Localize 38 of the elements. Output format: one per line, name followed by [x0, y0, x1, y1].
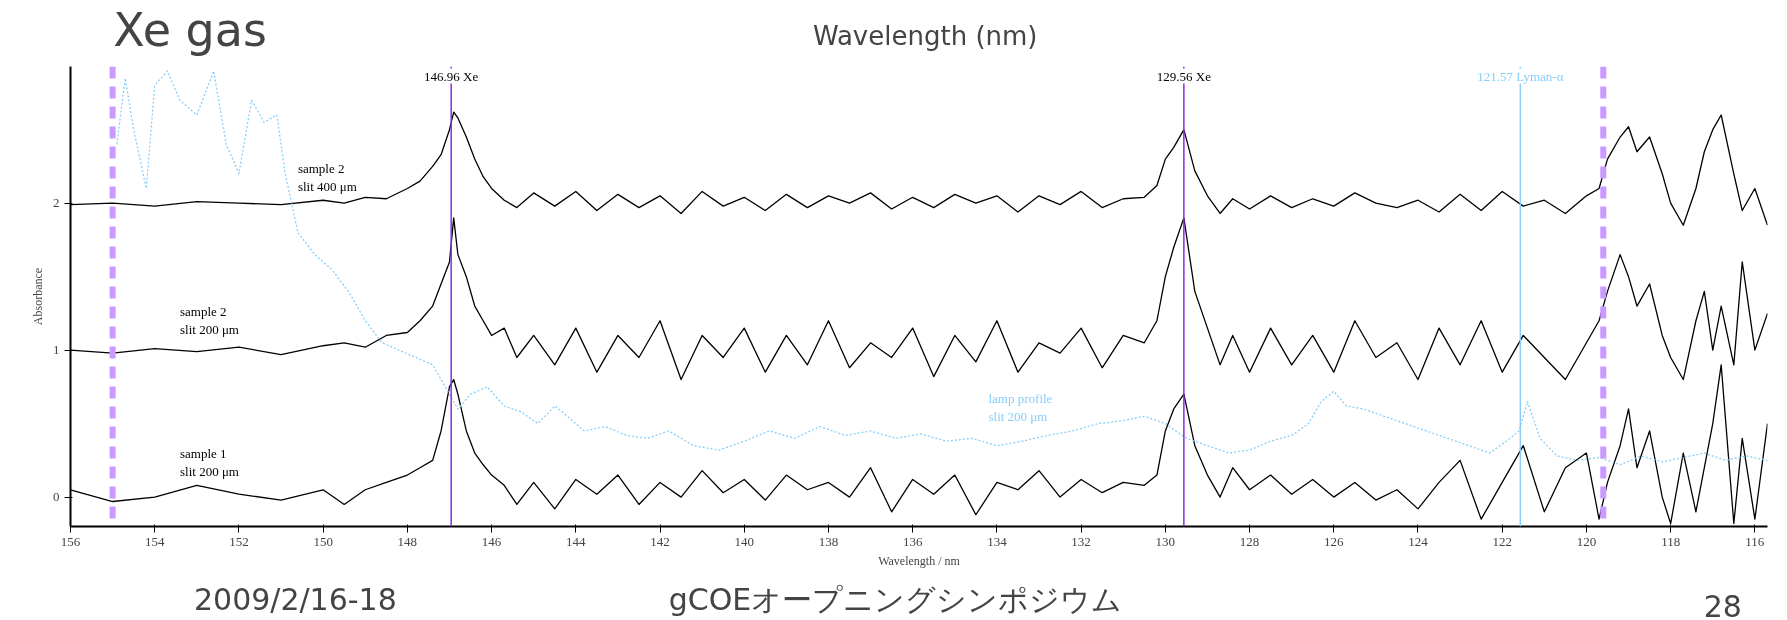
x-tick-label: 136 — [902, 533, 923, 549]
series-label: sample 2 slit 200 μm — [179, 303, 239, 337]
x-tick-label: 144 — [566, 533, 587, 549]
ref-line-label: 146.96 Xe — [424, 68, 479, 84]
ref-line-label: 129.56 Xe — [1156, 68, 1212, 84]
x-tick-label: 138 — [818, 533, 839, 549]
x-tick-label: 116 — [1745, 533, 1765, 549]
y-tick-label: 2 — [53, 195, 60, 211]
x-tick-label: 122 — [1492, 533, 1512, 549]
x-tick-label: 156 — [60, 533, 81, 549]
chart-title: Xe gas — [113, 2, 267, 57]
x-tick-label: 150 — [313, 533, 333, 549]
text: gCOEオープニングシンポジウム — [668, 581, 1123, 617]
x-tick-label: 120 — [1576, 533, 1597, 549]
x-tick-label: 148 — [397, 533, 418, 549]
ref-line-label: 121.57 Lyman-α — [1477, 68, 1564, 84]
x-tick-label: 124 — [1408, 533, 1429, 549]
text: 2009/2/16-18 — [193, 581, 397, 617]
x-tick-label: 146 — [481, 533, 502, 549]
y-tick-label: 1 — [53, 342, 60, 358]
text: Wavelength (nm) — [812, 20, 1038, 51]
series-label: sample 2 slit 400 μm — [297, 161, 357, 195]
x-tick-label: 130 — [1155, 533, 1176, 549]
text: 28 — [1703, 588, 1742, 620]
x-tick-label: 152 — [229, 533, 249, 549]
x-tick-label: 154 — [144, 533, 165, 549]
y-axis-title: Absorbance — [31, 267, 45, 326]
x-tick-label: 132 — [1071, 533, 1091, 549]
x-tick-label: 118 — [1661, 533, 1681, 549]
x-tick-label: 140 — [734, 533, 754, 549]
x-tick-label: 134 — [987, 533, 1008, 549]
x-tick-label: 142 — [650, 533, 670, 549]
series-label: lamp profile slit 200 μm — [988, 390, 1053, 424]
x-tick-label: 126 — [1324, 533, 1345, 549]
series-label: sample 1 slit 200 μm — [179, 446, 239, 480]
y-tick-label: 0 — [53, 489, 60, 505]
x-tick-label: 128 — [1239, 533, 1260, 549]
x-axis-title: Wavelength / nm — [878, 553, 961, 568]
